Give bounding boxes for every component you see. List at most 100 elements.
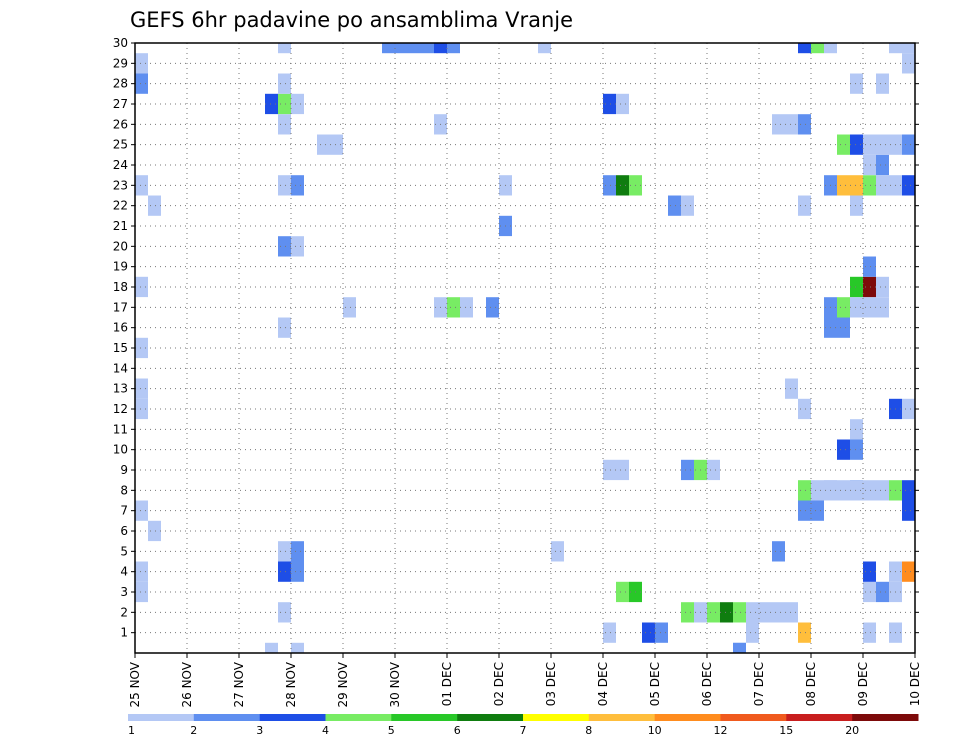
y-tick-label: 1 (120, 626, 128, 640)
precip-cell (707, 602, 720, 623)
precip-cell (837, 297, 850, 318)
precip-cell (135, 73, 148, 94)
x-tick-label: 07 DEC (752, 662, 766, 706)
colorbar-segment (193, 714, 261, 721)
precip-cell (603, 93, 616, 115)
precip-cell (850, 175, 863, 196)
colorbar: 1 2 3 4 5 6 7 8 10 12 15 20 (128, 714, 919, 737)
precip-cell (785, 378, 798, 399)
precip-cell (395, 43, 408, 54)
x-tick-label: 08 DEC (804, 662, 818, 706)
precip-cell (863, 581, 876, 603)
precip-cell (278, 175, 291, 196)
precip-cell (902, 53, 915, 74)
precip-cell (135, 337, 148, 359)
precip-cell (655, 622, 668, 643)
precip-cell (135, 53, 148, 74)
precip-cell (811, 43, 824, 54)
precip-cell (837, 134, 850, 155)
precip-cell (291, 642, 304, 653)
precip-cell (291, 561, 304, 582)
precip-cell (785, 602, 798, 623)
precip-cell (863, 622, 876, 643)
colorbar-segment (325, 714, 392, 721)
precip-cell (733, 642, 746, 653)
y-tick-label: 26 (113, 117, 128, 131)
precip-cell (278, 236, 291, 257)
precip-cell (850, 480, 863, 501)
chart-title: GEFS 6hr padavine po ansamblima Vranje (130, 8, 573, 32)
precip-cell (837, 439, 850, 460)
precip-cell (291, 236, 304, 257)
colorbar-segment (588, 714, 656, 721)
precip-cell (733, 602, 746, 623)
precip-cell (616, 581, 629, 603)
colorbar-label: 5 (388, 724, 395, 737)
precip-cell (135, 398, 148, 420)
precip-cell (850, 195, 863, 216)
precip-cell (746, 622, 759, 643)
y-tick-label: 12 (113, 402, 128, 416)
colorbar-label: 3 (256, 724, 263, 737)
precip-cell (850, 419, 863, 440)
precip-cell (850, 276, 863, 298)
precip-cell (291, 93, 304, 115)
precip-cell (902, 43, 915, 54)
precip-cell (291, 175, 304, 196)
y-axis: 1234567891011121314151617181920212223242… (113, 36, 919, 640)
precip-cell (447, 43, 460, 54)
colorbar-label: 10 (648, 724, 662, 737)
precip-cell (460, 297, 473, 318)
y-tick-label: 25 (113, 138, 128, 152)
y-tick-label: 10 (113, 443, 128, 457)
precip-cell (798, 398, 811, 420)
colorbar-segment (720, 714, 787, 721)
precip-cell (278, 561, 291, 582)
precip-cell (278, 602, 291, 623)
y-tick-label: 30 (113, 36, 128, 50)
x-tick-label: 01 DEC (440, 662, 454, 706)
precip-cell (876, 480, 889, 501)
colorbar-segment (523, 714, 590, 721)
y-tick-label: 3 (120, 585, 128, 599)
y-tick-label: 8 (120, 483, 128, 497)
y-tick-label: 21 (113, 219, 128, 233)
colorbar-label: 7 (520, 724, 527, 737)
y-tick-label: 19 (113, 260, 128, 274)
precip-cell (616, 175, 629, 196)
x-tick-label: 05 DEC (648, 662, 662, 706)
y-tick-label: 23 (113, 178, 128, 192)
precip-cell (863, 175, 876, 196)
colorbar-label: 4 (322, 724, 329, 737)
precip-cell (837, 480, 850, 501)
precip-cell (135, 581, 148, 603)
precip-cell (798, 195, 811, 216)
x-tick-label: 28 NOV (284, 661, 298, 707)
precip-cell (798, 43, 811, 54)
x-tick-label: 10 DEC (908, 662, 922, 706)
precip-cell (343, 297, 356, 318)
precip-cell (642, 622, 655, 643)
precip-cell (772, 602, 785, 623)
y-tick-label: 7 (120, 504, 128, 518)
precip-cell (850, 73, 863, 94)
colorbar-label: 20 (845, 724, 859, 737)
precip-cell (616, 459, 629, 481)
precip-cell (421, 43, 434, 54)
y-tick-label: 11 (113, 422, 128, 436)
precip-cell (863, 297, 876, 318)
x-tick-label: 02 DEC (492, 662, 506, 706)
precip-cell (278, 73, 291, 94)
colorbar-label: 15 (779, 724, 793, 737)
precip-cell (902, 480, 915, 501)
y-tick-label: 15 (113, 341, 128, 355)
precip-cell (668, 195, 681, 216)
precip-cell (265, 642, 278, 653)
precip-cell (408, 43, 421, 54)
precip-cell (746, 602, 759, 623)
precip-cell (681, 459, 694, 481)
precip-cell (902, 134, 915, 155)
colorbar-label: 6 (454, 724, 461, 737)
precip-cell (616, 93, 629, 115)
